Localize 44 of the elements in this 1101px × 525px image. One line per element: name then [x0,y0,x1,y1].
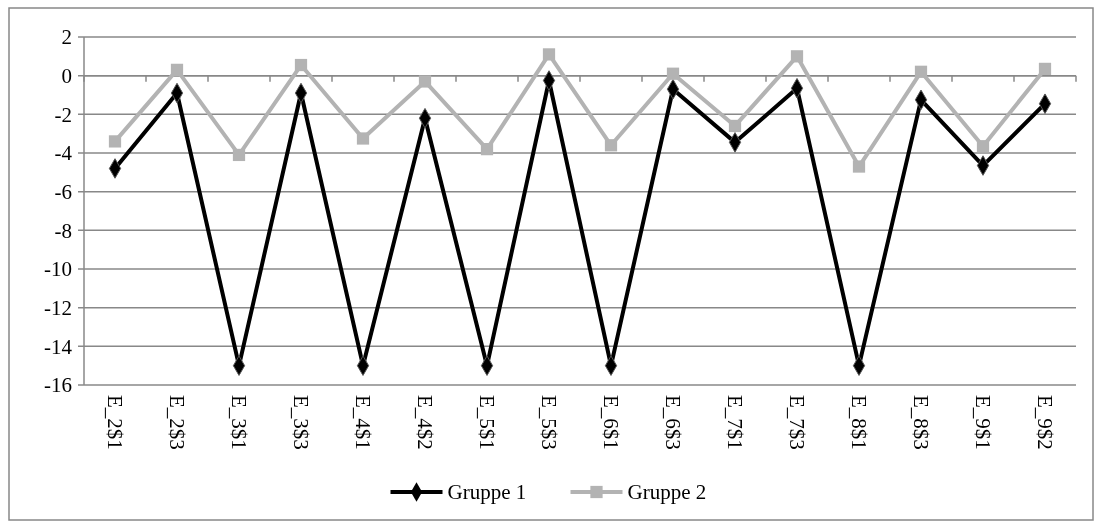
x-tick-label: E_5$3 [536,395,561,450]
legend-label: Gruppe 2 [627,480,707,505]
x-tick-label: E_9$1 [970,395,995,450]
x-tick-label: E_3$3 [288,395,313,450]
x-tick-label: E_3$1 [226,395,251,450]
y-tick-label: 2 [61,25,72,50]
y-tick-label: -12 [44,296,72,321]
point [356,132,370,145]
y-tick-label: -16 [44,373,72,398]
x-tick-label: E_6$1 [598,395,623,450]
x-tick-label: E_9$2 [1032,395,1057,450]
point [294,58,308,72]
point [232,148,246,162]
x-tick-label: E_8$1 [846,395,871,450]
y-tick-label: -10 [44,257,72,282]
y-tick-label: -2 [54,102,72,127]
x-tick-label: E_2$1 [102,395,127,450]
legend-label: Gruppe 1 [447,480,527,505]
x-tick-label: E_2$3 [164,395,189,450]
y-tick-label: -6 [54,180,72,205]
point [418,75,432,88]
point [1038,62,1052,76]
x-tick-label: E_4$1 [350,395,375,450]
x-tick-label: E_5$1 [474,395,499,450]
point [790,50,804,63]
point [542,48,556,61]
point [666,67,680,80]
point [170,63,184,76]
x-tick-label: E_8$3 [908,395,933,450]
y-tick-label: -8 [54,218,72,243]
x-tick-label: E_6$3 [660,395,685,450]
x-tick-label: E_7$3 [784,395,809,450]
y-tick-label: -14 [44,334,73,359]
point [604,139,618,152]
y-tick-label: -4 [54,141,73,166]
point [976,140,990,153]
point [728,119,742,133]
point [480,143,494,156]
point [852,160,866,173]
y-tick-label: 0 [61,64,72,89]
x-tick-label: E_4$2 [412,395,437,450]
point [914,65,928,78]
point [108,135,122,148]
x-tick-label: E_7$1 [722,395,747,450]
